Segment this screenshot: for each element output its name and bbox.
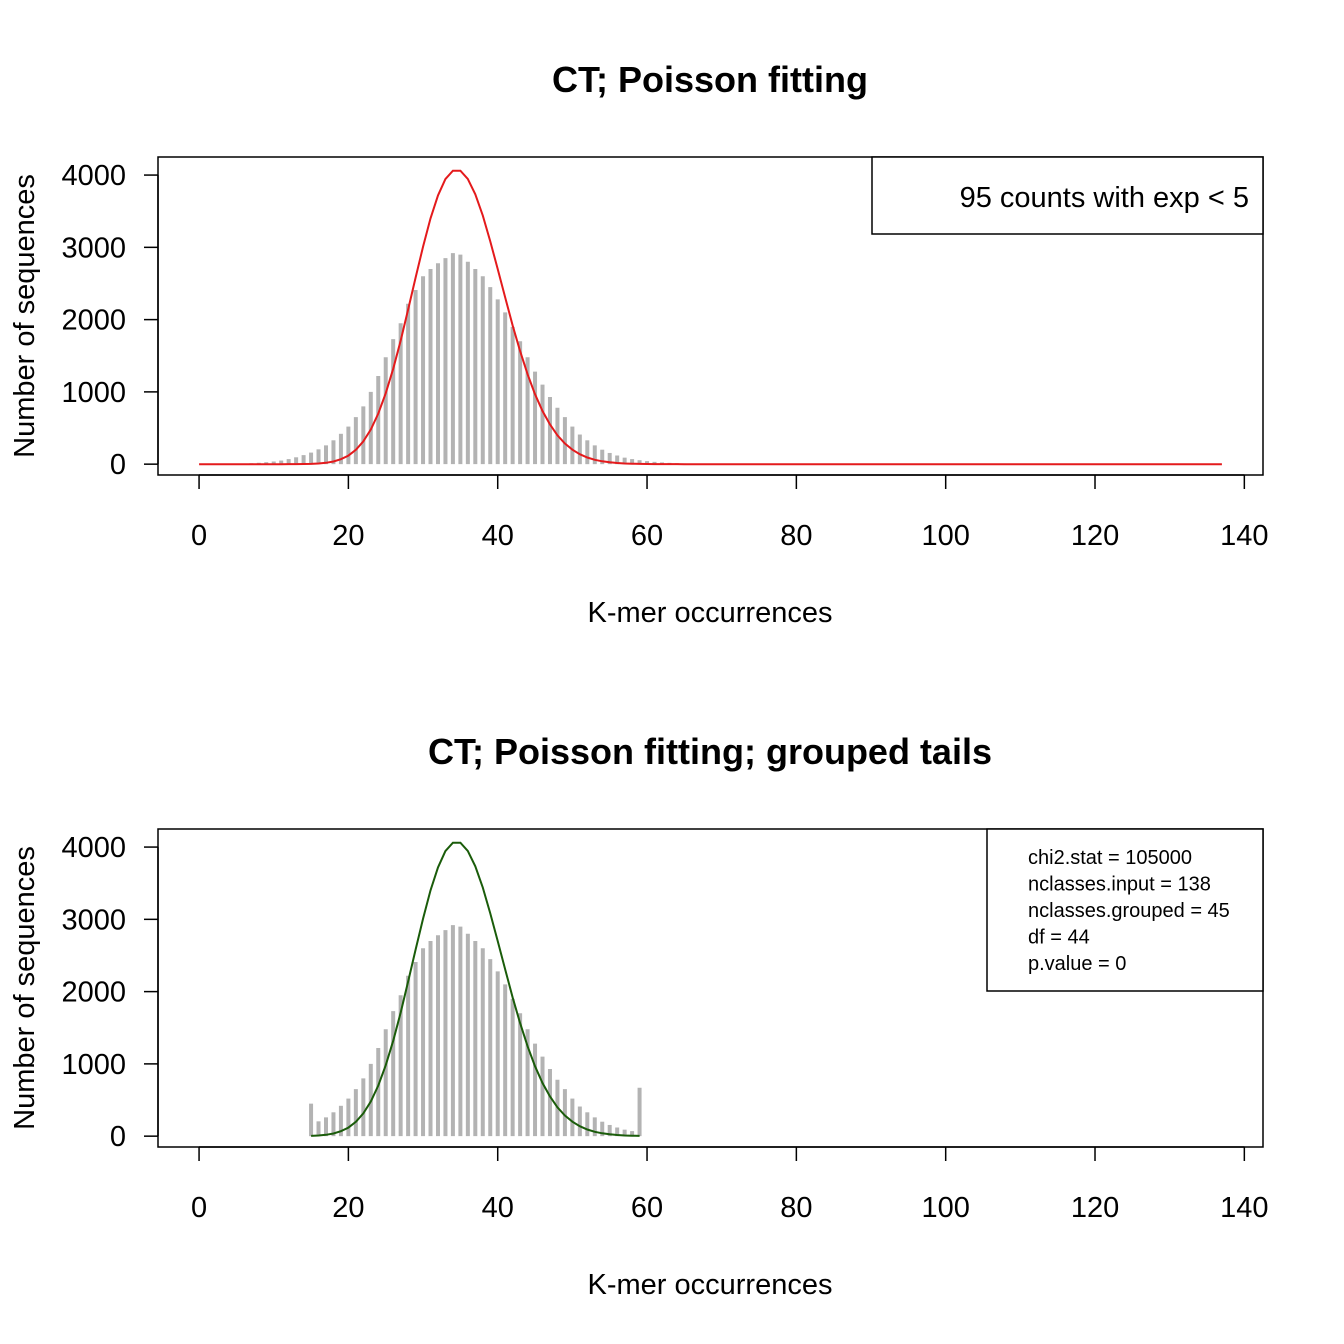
x-tick-label: 40 (482, 1192, 514, 1224)
chart-title: CT; Poisson fitting (552, 59, 868, 100)
panel-grouped-tails: CT; Poisson fitting; grouped tails 0 20 40 6… (9, 731, 1269, 1301)
y-tick-label: 3000 (61, 904, 126, 936)
fit-curve-line (311, 841, 640, 1137)
panel-poisson-fitting: CT; Poisson fitting 0 20 40 60 80 100 120 140 0 10… (9, 59, 1269, 629)
x-tick-label: 80 (780, 520, 812, 552)
legend-text: nclasses.input = 138 (1028, 874, 1211, 896)
y-tick-label: 4000 (61, 160, 126, 192)
x-tick-label: 120 (1071, 520, 1119, 552)
legend-box (871, 156, 1264, 235)
x-tick-label: 60 (631, 520, 663, 552)
legend-text: nclasses.grouped = 45 (1028, 900, 1230, 922)
fit-curve-line (199, 169, 1222, 466)
x-tick-label: 80 (780, 1192, 812, 1224)
x-tick-label: 120 (1071, 1192, 1119, 1224)
y-axis-label: Number of sequences (9, 846, 41, 1130)
legend-text: 95 counts with exp < 5 (960, 182, 1249, 214)
x-tick-label: 100 (921, 1192, 969, 1224)
x-tick-label: 140 (1220, 1192, 1268, 1224)
legend-box (986, 828, 1264, 992)
y-tick-label: 4000 (61, 832, 126, 864)
x-tick-label: 0 (191, 1192, 207, 1224)
x-tick-label: 20 (332, 520, 364, 552)
y-tick-label: 0 (110, 1121, 126, 1153)
y-tick-label: 0 (110, 449, 126, 481)
y-tick-label: 2000 (61, 305, 126, 337)
legend-text: p.value = 0 (1028, 953, 1126, 975)
y-axis-label: Number of sequences (9, 174, 41, 458)
x-tick-label: 140 (1220, 520, 1268, 552)
y-tick-label: 1000 (61, 377, 126, 409)
x-tick-label: 100 (921, 520, 969, 552)
legend-text: df = 44 (1028, 927, 1090, 949)
y-tick-label: 2000 (61, 977, 126, 1009)
legend-text: chi2.stat = 105000 (1028, 847, 1192, 869)
x-tick-label: 40 (482, 520, 514, 552)
chart-title: CT; Poisson fitting; grouped tails (428, 731, 992, 772)
x-axis-label: K-mer occurrences (588, 597, 833, 629)
y-tick-label: 3000 (61, 232, 126, 264)
x-tick-label: 60 (631, 1192, 663, 1224)
x-tick-label: 0 (191, 520, 207, 552)
x-axis-label: K-mer occurrences (588, 1269, 833, 1301)
x-tick-label: 20 (332, 1192, 364, 1224)
y-tick-label: 1000 (61, 1049, 126, 1081)
